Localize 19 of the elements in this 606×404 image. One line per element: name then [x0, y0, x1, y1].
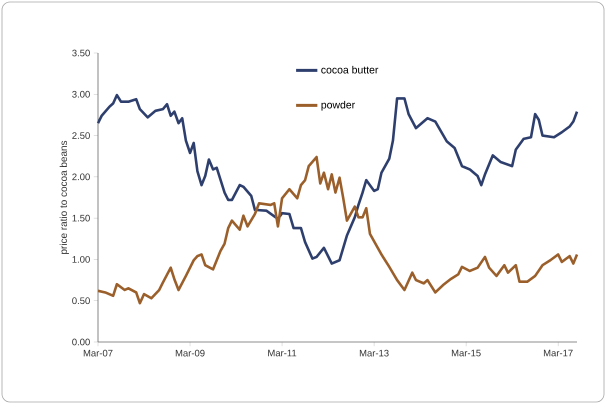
x-tick-label: Mar-17	[544, 350, 573, 356]
x-tick-label: Mar-13	[360, 350, 389, 356]
y-tick-label: 3.50	[72, 50, 90, 56]
y-axis-title: price ratio to cocoa beans	[60, 140, 69, 254]
x-tick-label: Mar-15	[452, 350, 481, 356]
x-tick-label: Mar-11	[268, 350, 296, 356]
legend-label: powder	[322, 100, 355, 111]
line-series	[96, 156, 578, 304]
y-tick-label: 0.00	[72, 338, 90, 346]
y-tick-label: 1.50	[72, 214, 90, 222]
y-tick-label: 3.00	[72, 90, 90, 98]
line-series	[96, 94, 578, 265]
y-tick-label: 0.50	[72, 297, 90, 304]
legend-label: cocoa butter	[321, 66, 378, 74]
x-tick-label: Mar-09	[176, 350, 205, 356]
y-tick-label: 2.00	[72, 174, 90, 180]
y-tick-label: 2.50	[72, 132, 90, 139]
x-tick-label: Mar-07	[84, 350, 113, 356]
y-tick-label: 1.00	[72, 256, 90, 263]
